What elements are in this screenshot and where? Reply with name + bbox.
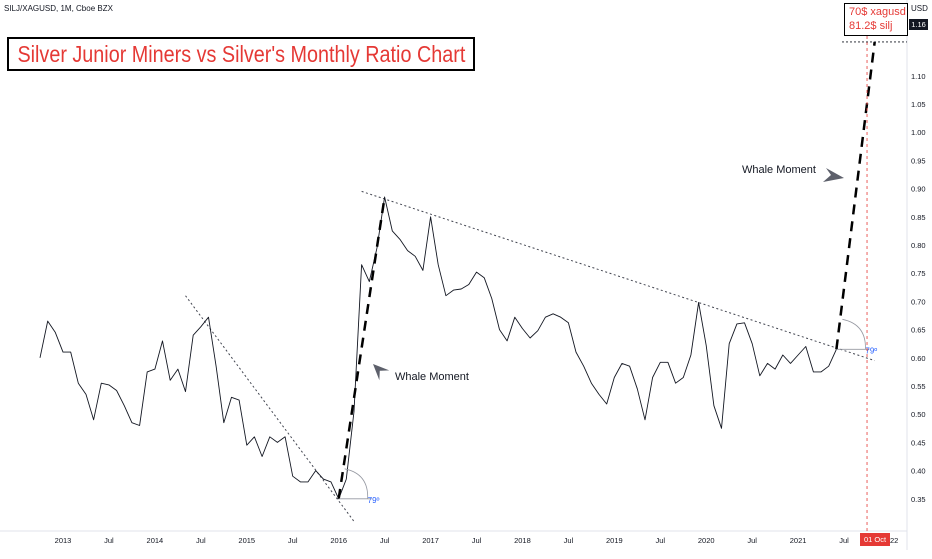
x-tick-label: 2020 [698, 536, 715, 545]
x-tick-label: 2015 [238, 536, 255, 545]
y-tick-label: 0.40 [911, 467, 926, 476]
whale-moment-label-2: Whale Moment [742, 164, 816, 176]
y-tick-label: 0.45 [911, 438, 926, 447]
axes-layer: 0.35 0.40 0.45 0.50 0.55 0.60 0.65 0.70 0.75 0.80… [0, 0, 926, 550]
x-tick-label: Jul [380, 536, 390, 545]
chart-title-box: Silver Junior Miners vs Silver's Monthly… [7, 37, 475, 71]
y-tick-label: 0.55 [911, 382, 926, 391]
chart-title: Silver Junior Miners vs Silver's Monthly… [17, 40, 465, 67]
price-note-silj: 81.2$ silj [849, 20, 893, 32]
y-tick-label: 1.10 [911, 72, 926, 81]
y-tick-label: 1.00 [911, 128, 926, 137]
projection-line-2 [835, 41, 876, 350]
x-tick-label: 2014 [147, 536, 164, 545]
price-note-box: 70$ xagusd 81.2$ silj [844, 3, 908, 36]
ratio-series-line [39, 196, 837, 500]
y-tick-label: 0.95 [911, 156, 926, 165]
y-tick-label: 0.75 [911, 269, 926, 278]
projection-line-1 [337, 196, 386, 499]
y-tick-label: 0.35 [911, 495, 926, 504]
y-tick-label: 0.85 [911, 213, 926, 222]
angle-marks-layer: 79º 79º [338, 318, 877, 505]
x-tick-label: 2022 [882, 536, 899, 545]
projection-layer [337, 41, 876, 499]
whale-arrow-icon-2 [823, 168, 844, 182]
trendline-1 [185, 295, 355, 522]
x-tick-label: 2017 [422, 536, 439, 545]
whale-moment-label-1: Whale Moment [395, 371, 469, 383]
last-value-tag: 1.16 [909, 19, 928, 30]
x-tick-label: Jul [196, 536, 206, 545]
angle-arc-1 [344, 468, 369, 499]
y-tick-label: 0.80 [911, 241, 926, 250]
y-tick-label: 0.70 [911, 297, 926, 306]
x-tick-label: Jul [472, 536, 482, 545]
y-tick-label: 0.50 [911, 410, 926, 419]
x-tick-label: 2019 [606, 536, 623, 545]
x-tick-label: 2013 [55, 536, 72, 545]
currency-label: USD [911, 4, 928, 13]
y-tick-label: 1.05 [911, 100, 926, 109]
whale-arrow-icon-1 [373, 364, 390, 381]
cursor-date-tag: 01 Oct '21 [860, 533, 890, 557]
x-tick-label: 2018 [514, 536, 531, 545]
x-tick-label: Jul [839, 536, 849, 545]
y-tick-label: 0.90 [911, 185, 926, 194]
x-tick-label: Jul [288, 536, 298, 545]
x-tick-label: 2021 [790, 536, 807, 545]
angle-label-2: 79º [865, 346, 877, 355]
x-tick-label: Jul [655, 536, 665, 545]
x-tick-label: Jul [564, 536, 574, 545]
symbol-label: SILJ/XAGUSD, 1M, Cboe BZX [4, 4, 113, 13]
y-tick-label: 0.65 [911, 326, 926, 335]
trendline-layer [185, 190, 875, 522]
x-tick-label: Jul [104, 536, 114, 545]
x-tick-label: 2016 [330, 536, 347, 545]
y-tick-label: 0.60 [911, 354, 926, 363]
trendline-2 [361, 190, 875, 362]
price-note-xagusd: 70$ xagusd [849, 6, 906, 18]
angle-label-1: 79º [368, 496, 380, 505]
angle-arc-2 [842, 318, 866, 350]
x-tick-label: Jul [747, 536, 757, 545]
annotation-arrows-layer [373, 168, 844, 381]
price-line-layer [39, 196, 837, 500]
